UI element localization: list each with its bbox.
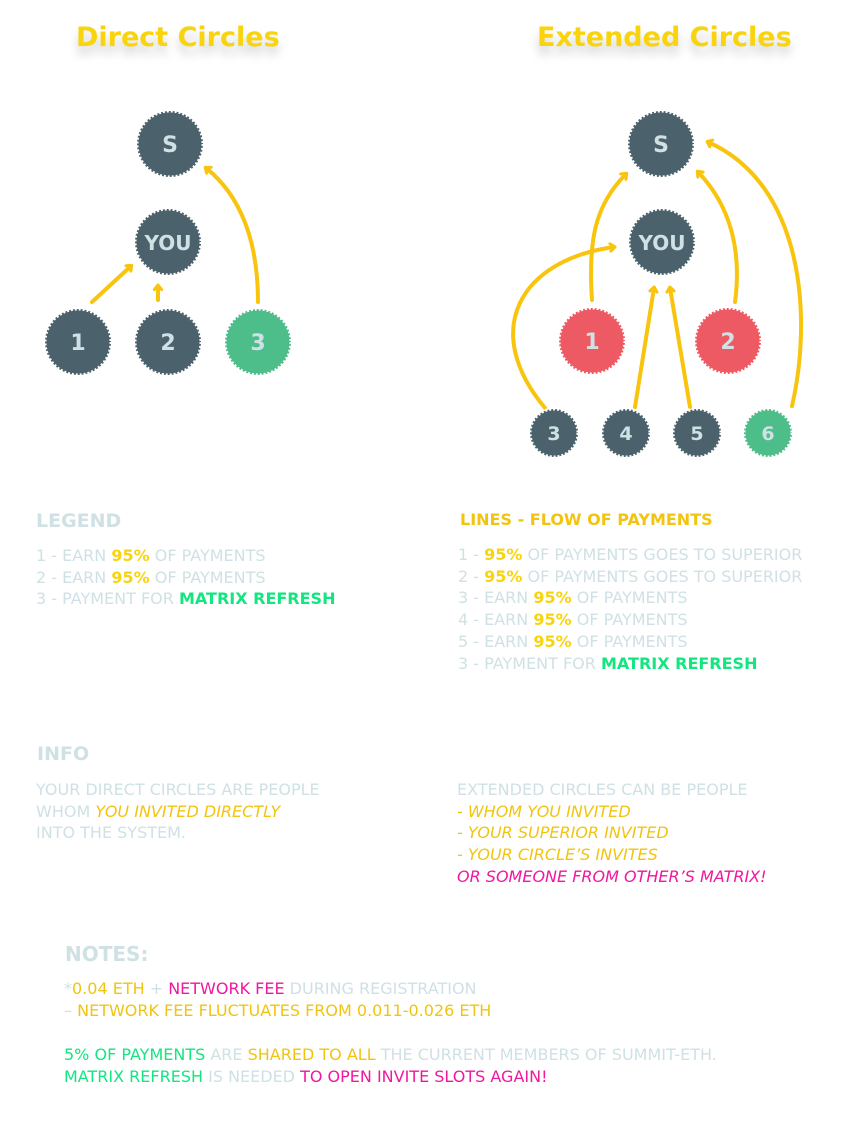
info-heading: INFO xyxy=(37,743,90,765)
ext-node-6: 6 xyxy=(742,407,794,459)
node-you-label: YOU xyxy=(143,231,191,255)
notes-line-1: *0.04 ETH + NETWORK FEE DURING REGISTRAT… xyxy=(64,979,477,998)
direct-nodes: S YOU 1 2 3 xyxy=(43,109,293,377)
ext-node-4: 4 xyxy=(600,407,652,459)
lines-legend-line-4: 4 - EARN 95% OF PAYMENTS xyxy=(458,610,688,630)
ext-node-1: 1 xyxy=(557,306,627,376)
extended-nodes: S YOU 1 2 3 4 5 6 xyxy=(528,109,794,459)
ext-node-1-label: 1 xyxy=(584,330,599,355)
node-s-label: S xyxy=(162,133,178,158)
info-right-line-2: - WHOM YOU INVITED xyxy=(457,801,631,821)
info-right-line-5: OR SOMEONE FROM OTHER’S MATRIX! xyxy=(457,866,767,886)
ext-node-you-label: YOU xyxy=(637,231,685,255)
notes-spacer xyxy=(64,1022,717,1044)
legend-line-2: 2 - EARN 95% OF PAYMENTS xyxy=(36,567,266,587)
arrow-ext-6-to-s xyxy=(708,142,804,408)
node-1-label: 1 xyxy=(70,331,85,356)
legend-list: 1 - EARN 95% OF PAYMENTS 2 - EARN 95% OF… xyxy=(36,545,335,610)
node-1: 1 xyxy=(43,307,113,377)
ext-node-2-label: 2 xyxy=(720,330,735,355)
node-s: S xyxy=(135,109,205,179)
info-right-line-3: - YOUR SUPERIOR INVITED xyxy=(457,823,669,843)
ext-node-5: 5 xyxy=(671,407,723,459)
arrow-ext-1-to-s xyxy=(588,174,626,302)
info-right-line-4: - YOUR CIRCLE’S INVITES xyxy=(457,845,658,865)
legend-line-1: 1 - EARN 95% OF PAYMENTS xyxy=(36,546,266,565)
extended-circles-title: Extended Circles xyxy=(537,22,792,53)
extended-arrows xyxy=(511,142,804,410)
node-2: 2 xyxy=(133,307,203,377)
ext-node-4-label: 4 xyxy=(619,423,632,445)
legend-line-3: 3 - PAYMENT FOR MATRIX REFRESH xyxy=(36,589,336,609)
direct-circles-title: Direct Circles xyxy=(76,22,280,53)
arrow-ext-5-to-you xyxy=(670,288,692,409)
ext-node-3-label: 3 xyxy=(547,423,560,445)
node-2-label: 2 xyxy=(160,331,175,356)
lines-legend-line-2: 2 - 95% OF PAYMENTS GOES TO SUPERIOR xyxy=(458,566,803,586)
notes-line-4: MATRIX REFRESH IS NEEDED TO OPEN INVITE … xyxy=(64,1067,548,1086)
circles-diagram: S YOU 1 2 3 S YOU 1 xyxy=(43,109,804,459)
node-you: YOU xyxy=(133,207,203,277)
arrow-ext-2-to-s xyxy=(698,172,739,304)
info-left: YOUR DIRECT CIRCLES ARE PEOPLE WHOM YOU … xyxy=(36,779,320,844)
info-left-line-2: WHOM YOU INVITED DIRECTLY xyxy=(36,801,281,821)
lines-legend-list: 1 - 95% OF PAYMENTS GOES TO SUPERIOR 2 -… xyxy=(458,544,802,674)
legend-heading: LEGEND xyxy=(36,510,122,532)
arrow-3-to-s xyxy=(206,168,260,304)
notes-line-3: 5% OF PAYMENTS ARE SHARED TO ALL THE CUR… xyxy=(64,1045,717,1064)
ext-node-2: 2 xyxy=(693,306,763,376)
ext-node-s: S xyxy=(626,109,696,179)
node-3: 3 xyxy=(223,307,293,377)
lines-legend-heading: LINES - FLOW OF PAYMENTS xyxy=(460,510,713,529)
lines-legend-line-1: 1 - 95% OF PAYMENTS GOES TO SUPERIOR xyxy=(458,545,803,564)
arrow-1-to-you xyxy=(90,266,131,304)
info-left-line-3: INTO THE SYSTEM. xyxy=(36,823,186,843)
ext-node-5-label: 5 xyxy=(690,423,703,445)
ext-node-you: YOU xyxy=(627,207,697,277)
info-left-line-1: YOUR DIRECT CIRCLES ARE PEOPLE xyxy=(36,780,320,799)
lines-legend-line-5: 5 - EARN 95% OF PAYMENTS xyxy=(458,631,688,651)
node-3-label: 3 xyxy=(250,331,265,356)
ext-node-s-label: S xyxy=(653,133,669,158)
lines-legend-line-3: 3 - EARN 95% OF PAYMENTS xyxy=(458,588,688,608)
arrow-ext-4-to-you xyxy=(633,288,654,409)
info-right: EXTENDED CIRCLES CAN BE PEOPLE - WHOM YO… xyxy=(457,779,767,888)
arrow-ext-3-to-you xyxy=(511,247,614,410)
ext-node-6-label: 6 xyxy=(761,423,774,445)
notes-heading: NOTES: xyxy=(65,942,149,966)
notes-block: *0.04 ETH + NETWORK FEE DURING REGISTRAT… xyxy=(64,978,717,1088)
direct-arrows xyxy=(90,168,260,304)
ext-node-3: 3 xyxy=(528,407,580,459)
notes-line-2: – NETWORK FEE FLUCTUATES FROM 0.011-0.02… xyxy=(64,1001,492,1020)
lines-legend-line-6: 3 - PAYMENT FOR MATRIX REFRESH xyxy=(458,653,758,673)
info-right-line-1: EXTENDED CIRCLES CAN BE PEOPLE xyxy=(457,780,748,799)
